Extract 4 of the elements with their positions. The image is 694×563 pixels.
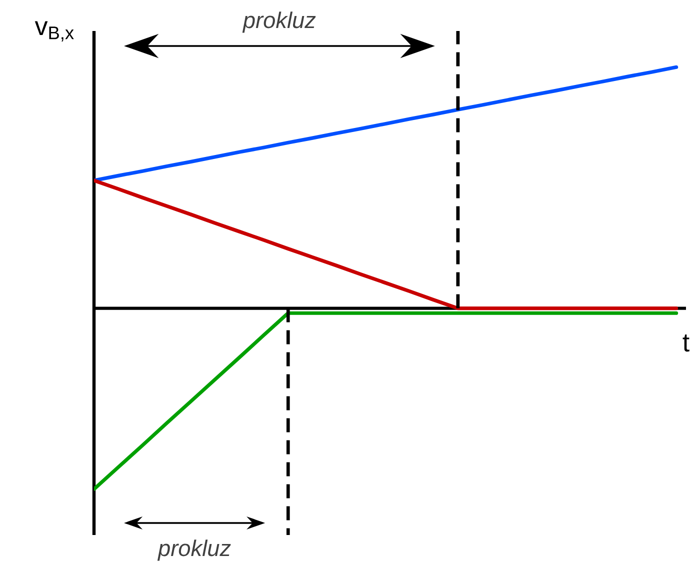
text: prokluz bbox=[242, 12, 316, 33]
text: prokluz bbox=[157, 540, 231, 561]
x-axis-title: t bbox=[682, 334, 690, 352]
y-axis-title: v$_{B,x}$ bbox=[34, 21, 74, 42]
